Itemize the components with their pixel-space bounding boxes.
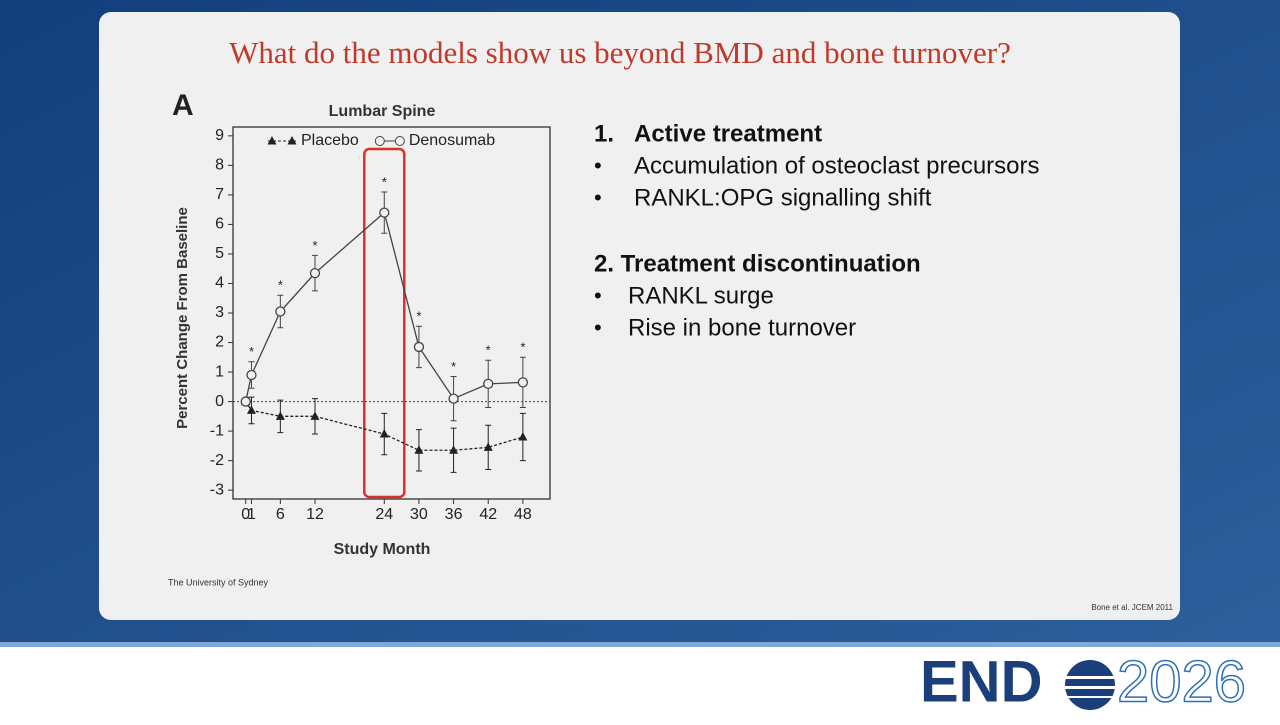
x-tick-label: 1 — [247, 506, 256, 523]
y-tick-label: 1 — [215, 363, 224, 380]
marker — [275, 306, 286, 317]
bullet-text: RANKL:OPG signalling shift — [634, 184, 932, 211]
significance-mark: * — [249, 344, 254, 359]
y-tick-label: 0 — [215, 393, 224, 410]
marker — [413, 341, 425, 353]
bullet-dot: • — [594, 153, 602, 178]
marker — [414, 445, 424, 454]
bullet-text: Accumulation of osteoclast precursors — [634, 152, 1040, 179]
bullet-dot: • — [594, 283, 602, 308]
significance-mark: * — [520, 340, 525, 355]
marker — [448, 393, 459, 404]
x-tick-label: 48 — [514, 506, 532, 523]
logo-right: 2026 — [1117, 649, 1246, 714]
marker — [483, 442, 493, 451]
marker — [246, 369, 257, 381]
x-axis-label: Study Month — [334, 541, 431, 558]
marker — [483, 378, 494, 390]
y-tick-label: 6 — [215, 216, 224, 233]
y-axis-label: Percent Change From Baseline — [174, 207, 191, 429]
marker — [309, 267, 321, 279]
legend-marker — [394, 136, 405, 146]
marker — [246, 405, 256, 414]
significance-mark: * — [451, 359, 456, 374]
marker — [379, 207, 390, 218]
section-number: 1. — [594, 120, 614, 147]
x-tick-label: 30 — [410, 506, 428, 523]
legend-marker — [287, 136, 297, 145]
significance-mark: * — [416, 309, 421, 324]
bullet-dot: • — [594, 185, 602, 210]
footer-left: The University of Sydney — [168, 577, 269, 587]
legend-marker — [267, 136, 277, 145]
significance-mark: * — [312, 238, 317, 253]
x-tick-label: 12 — [306, 506, 324, 523]
marker — [449, 445, 459, 454]
x-tick-label: 36 — [445, 506, 463, 523]
x-tick-label: 0 — [241, 506, 250, 523]
bullets: 1. Active treatment • Accumulation of osteo… — [594, 120, 1040, 341]
marker — [310, 411, 320, 420]
y-tick-label: 5 — [215, 245, 224, 262]
y-tick-label: 2 — [215, 334, 224, 351]
significance-mark: * — [278, 278, 283, 293]
marker — [379, 429, 389, 438]
x-tick-label: 6 — [276, 506, 285, 523]
chart-title: Lumbar Spine — [329, 103, 436, 120]
y-tick-label: 4 — [215, 275, 224, 292]
y-tick-label: 7 — [215, 186, 224, 203]
panel-label: A — [172, 89, 194, 122]
logo-left: END — [920, 649, 1042, 714]
slide-title: What do the models show us beyond BMD an… — [229, 35, 1011, 70]
y-tick-label: 3 — [215, 304, 224, 321]
y-tick-label: 9 — [215, 127, 224, 144]
y-tick-label: -2 — [210, 452, 224, 469]
x-tick-label: 24 — [375, 506, 393, 523]
card — [99, 12, 1180, 620]
bullet-text: RANKL surge — [628, 282, 774, 309]
section-heading: 2. Treatment discontinuation — [594, 250, 921, 277]
y-tick-label: 8 — [215, 157, 224, 174]
highlight-box — [363, 147, 406, 499]
citation: Bone et al. JCEM 2011 — [1091, 603, 1173, 612]
significance-mark: * — [486, 343, 491, 358]
bullet-dot: • — [594, 315, 602, 340]
legend-marker — [374, 136, 385, 146]
section-heading: Active treatment — [634, 120, 822, 147]
marker — [275, 411, 285, 420]
marker — [240, 396, 251, 407]
bullet-text: Rise in bone turnover — [628, 314, 856, 341]
y-tick-label: -3 — [210, 481, 224, 498]
legend-label: Placebo — [301, 132, 359, 149]
divider — [0, 642, 1280, 647]
marker — [517, 377, 529, 388]
x-tick-label: 42 — [479, 506, 497, 523]
significance-mark: * — [382, 174, 387, 189]
legend-label: Denosumab — [409, 132, 495, 149]
logo-globe — [1062, 660, 1118, 710]
y-tick-label: -1 — [210, 422, 224, 439]
marker — [518, 432, 528, 441]
